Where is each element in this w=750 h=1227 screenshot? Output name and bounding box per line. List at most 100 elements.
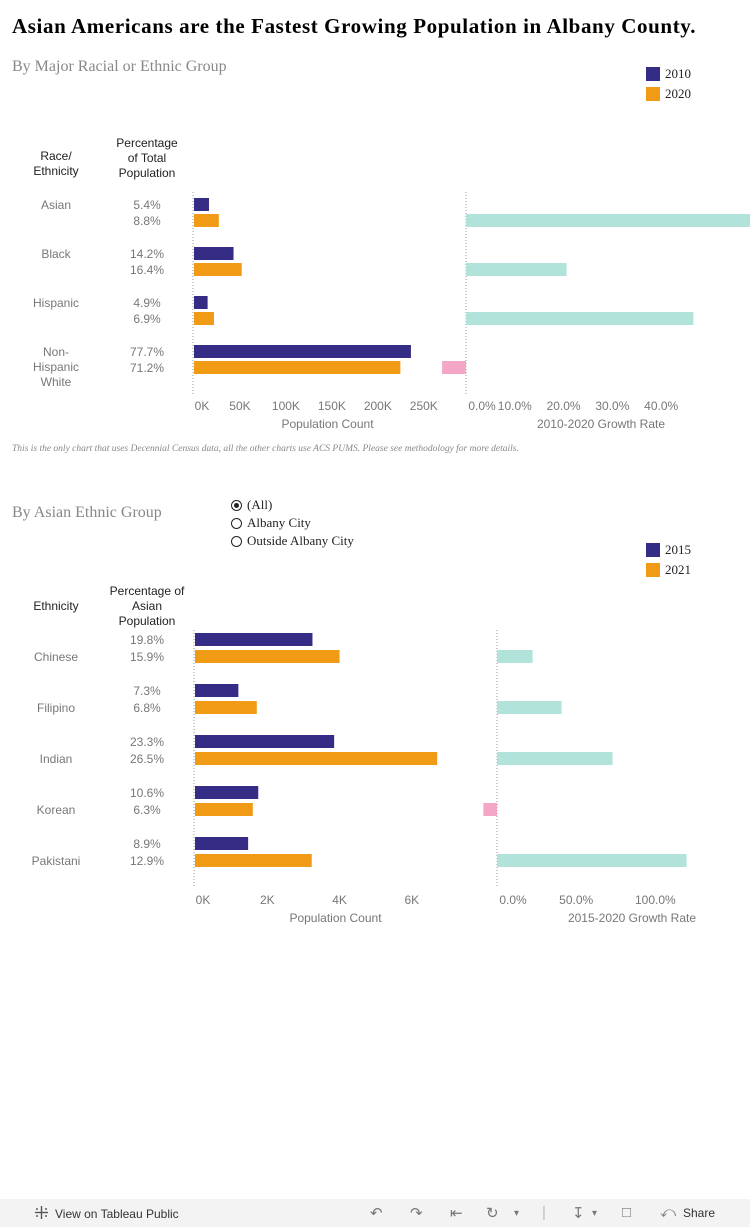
bar-2021	[195, 650, 340, 663]
category-label: Hispanic	[33, 296, 79, 310]
percent-label: 8.8%	[133, 214, 161, 228]
bar-2015	[195, 837, 249, 850]
category-label: Asian	[41, 198, 71, 212]
fullscreen-icon[interactable]: □	[622, 1204, 632, 1221]
x-tick-label: 100K	[272, 399, 300, 413]
legend-swatch	[646, 67, 660, 81]
growth-tick-label: 100.0%	[635, 893, 676, 907]
radio-selected-icon	[231, 499, 242, 511]
x-axis-title: Population Count	[281, 417, 374, 431]
category-label: Black	[41, 247, 71, 261]
category-label: Indian	[40, 752, 73, 766]
bar-2021	[195, 752, 438, 765]
percent-label: 23.3%	[130, 735, 164, 749]
percent-label: 6.9%	[133, 312, 161, 326]
divider: |	[542, 1204, 546, 1221]
legend-item-2020[interactable]: 2020	[646, 84, 691, 104]
bar-2015	[195, 684, 239, 697]
x-axis-title: Population Count	[289, 911, 382, 925]
share-button[interactable]: Share	[683, 1206, 716, 1220]
category-label: Pakistani	[32, 854, 81, 868]
column-header-group: Race/Ethnicity	[33, 149, 78, 178]
bar-2010	[194, 198, 209, 211]
growth-tick-label: 0.0%	[468, 399, 496, 413]
growth-bar-negative	[442, 361, 466, 374]
bar-2020	[194, 214, 219, 227]
x-tick-label: 0K	[196, 893, 211, 907]
column-header-percentage: Percentage of Asian Population	[110, 584, 185, 628]
bar-2021	[195, 854, 312, 867]
radio-icon	[231, 517, 242, 529]
bar-2010	[194, 247, 234, 260]
x-tick-label: 6K	[405, 893, 420, 907]
growth-bar	[497, 701, 562, 714]
chevron-down-icon[interactable]: ▾	[514, 1208, 520, 1219]
percent-label: 6.3%	[133, 803, 161, 817]
x-tick-label: 2K	[260, 893, 275, 907]
x-tick-label: 4K	[332, 893, 347, 907]
category-label: Filipino	[37, 701, 75, 715]
share-icon[interactable]: ⤺	[660, 1204, 677, 1221]
bar-2021	[195, 803, 253, 816]
growth-tick-label: 40.0%	[644, 399, 678, 413]
bar-2010	[194, 296, 208, 309]
percent-label: 6.8%	[133, 701, 161, 715]
undo-icon[interactable]: ↶	[370, 1205, 383, 1222]
bar-2015	[195, 633, 313, 646]
chevron-down-icon[interactable]: ▾	[592, 1208, 598, 1219]
legend-item-2015[interactable]: 2015	[646, 540, 691, 560]
percent-label: 16.4%	[130, 263, 164, 277]
growth-bar	[466, 214, 750, 227]
growth-bar	[497, 650, 533, 663]
growth-bar	[497, 854, 687, 867]
filter-option-all[interactable]: (All)	[231, 496, 272, 514]
growth-bar-negative	[483, 803, 497, 816]
growth-bar	[466, 263, 567, 276]
percent-label: 7.3%	[133, 684, 161, 698]
filter-option-outside-albany-city[interactable]: Outside Albany City	[231, 532, 354, 550]
growth-tick-label: 30.0%	[595, 399, 629, 413]
page-title: Asian Americans are the Fastest Growing …	[12, 14, 697, 38]
percent-label: 77.7%	[130, 345, 164, 359]
percent-label: 19.8%	[130, 633, 164, 647]
category-label: Korean	[37, 803, 76, 817]
column-header-group: Ethnicity	[33, 599, 78, 613]
x-tick-label: 250K	[410, 399, 438, 413]
footer-bar: View on Tableau Public ↶ ↷ ⇤ ↻ ▾ | ↧ ▾ □…	[0, 1199, 750, 1227]
growth-bar	[497, 752, 613, 765]
percent-label: 5.4%	[133, 198, 161, 212]
charts-canvas: Race/Ethnicity Percentage of Total Populati…	[32, 136, 750, 925]
refresh-icon[interactable]: ↻	[486, 1205, 499, 1222]
legend-item-2021[interactable]: 2021	[646, 560, 691, 580]
category-label: Non-Hispanic White	[33, 345, 79, 389]
percent-label: 15.9%	[130, 650, 164, 664]
view-on-tableau-link[interactable]: View on Tableau Public	[34, 1205, 179, 1223]
percent-label: 26.5%	[130, 752, 164, 766]
legend-item-2010[interactable]: 2010	[646, 64, 691, 84]
legend-swatch	[646, 563, 660, 577]
legend-swatch	[646, 87, 660, 101]
radio-icon	[231, 535, 242, 547]
growth-tick-label: 10.0%	[498, 399, 532, 413]
growth-axis-title: 2010-2020 Growth Rate	[537, 417, 665, 431]
tableau-logo-icon	[34, 1205, 49, 1223]
percent-label: 8.9%	[133, 837, 161, 851]
redo-icon[interactable]: ↷	[410, 1205, 423, 1222]
chart2-legend: 2015 2021	[646, 540, 691, 580]
chart1-subtitle: By Major Racial or Ethnic Group	[12, 58, 227, 75]
bar-2010	[194, 345, 411, 358]
percent-label: 71.2%	[130, 361, 164, 375]
filter-option-albany-city[interactable]: Albany City	[231, 514, 311, 532]
bar-2020	[194, 361, 401, 374]
growth-tick-label: 20.0%	[547, 399, 581, 413]
revert-icon[interactable]: ⇤	[450, 1205, 463, 1222]
percent-label: 12.9%	[130, 854, 164, 868]
percent-label: 14.2%	[130, 247, 164, 261]
column-header-percentage: Percentage of Total Population	[116, 136, 178, 180]
x-tick-label: 150K	[318, 399, 346, 413]
bar-2020	[194, 312, 214, 325]
data-source-note: This is the only chart that uses Decenni…	[12, 444, 519, 454]
download-icon[interactable]: ↧	[572, 1205, 585, 1222]
x-tick-label: 0K	[195, 399, 210, 413]
x-tick-label: 50K	[229, 399, 250, 413]
